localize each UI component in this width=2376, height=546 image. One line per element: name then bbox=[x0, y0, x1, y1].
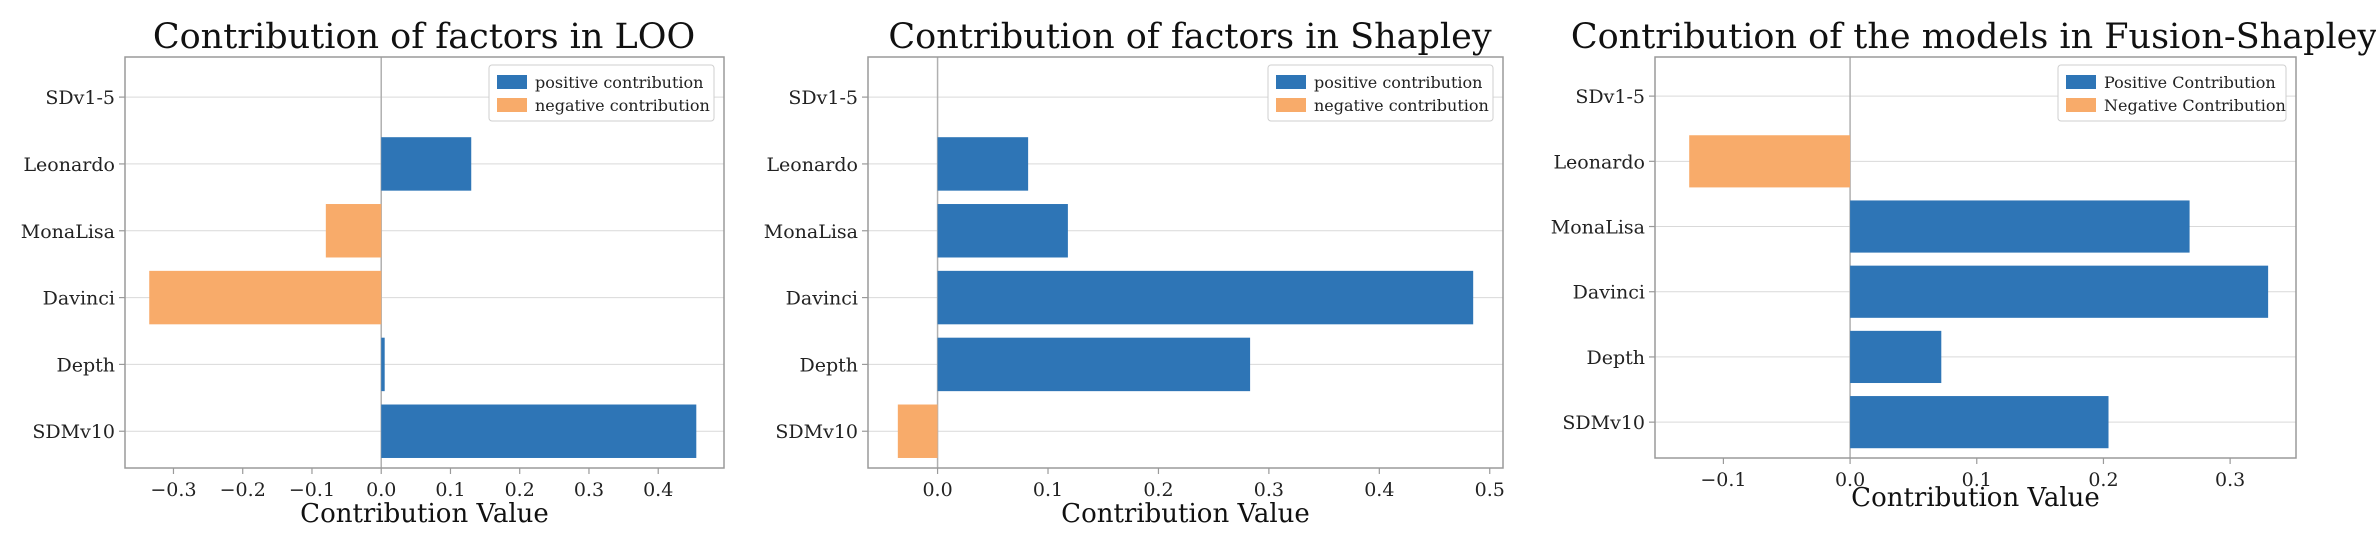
legend: positive contribution negative contributi… bbox=[1267, 64, 1494, 122]
y-tick-label: Depth bbox=[56, 354, 115, 376]
bar-monalisa bbox=[937, 204, 1068, 258]
x-tick-label: 0.0 bbox=[922, 479, 952, 501]
legend-label-positive: Positive Contribution bbox=[2104, 73, 2276, 92]
x-tick-label: 0.3 bbox=[1254, 479, 1284, 501]
legend-swatch-negative bbox=[1276, 98, 1306, 112]
legend-swatch-positive bbox=[497, 75, 527, 89]
chart-title: Contribution of factors in LOO bbox=[153, 17, 695, 57]
y-tick-label: SDv1-5 bbox=[45, 87, 115, 109]
bar-monalisa bbox=[325, 204, 382, 258]
chart-title: Contribution of factors in Shapley bbox=[888, 17, 1491, 57]
legend-swatch-negative bbox=[497, 98, 527, 112]
y-tick-label: SDMv10 bbox=[775, 421, 858, 443]
bar-leonardo bbox=[1689, 135, 1851, 188]
y-tick-label: Davinci bbox=[786, 288, 858, 310]
bar-monalisa bbox=[1850, 200, 2190, 253]
x-tick-label: 0.1 bbox=[1033, 479, 1063, 501]
x-tick-label: 0.4 bbox=[1364, 479, 1394, 501]
x-tick-label: 0.1 bbox=[1962, 469, 1992, 491]
y-tick-label: SDv1-5 bbox=[1575, 86, 1645, 108]
bar-davinci bbox=[1850, 265, 2269, 318]
y-tick-label: MonaLisa bbox=[1551, 217, 1645, 239]
y-tick-label: Leonardo bbox=[1553, 151, 1645, 173]
x-tick-label: −0.1 bbox=[1700, 469, 1746, 491]
bar-davinci bbox=[937, 270, 1474, 325]
y-tick-label: MonaLisa bbox=[21, 221, 115, 243]
legend-swatch-positive bbox=[2066, 75, 2096, 89]
y-tick-label: Leonardo bbox=[766, 154, 858, 176]
y-tick-label: MonaLisa bbox=[764, 221, 858, 243]
bar-sdmv10 bbox=[897, 404, 938, 458]
x-tick-label: 0.2 bbox=[2088, 469, 2118, 491]
legend-label-positive: positive contribution bbox=[1314, 73, 1482, 92]
x-axis-label: Contribution Value bbox=[1851, 483, 2100, 513]
legend-swatch-negative bbox=[2066, 98, 2096, 112]
y-tick-label: SDMv10 bbox=[32, 421, 115, 443]
x-tick-label: −0.2 bbox=[220, 479, 266, 501]
bar-davinci bbox=[149, 270, 382, 325]
legend-label-negative: negative contribution bbox=[1314, 96, 1489, 115]
x-tick-label: 0.2 bbox=[1143, 479, 1173, 501]
chart-title: Contribution of the models in Fusion-Sha… bbox=[1571, 17, 2376, 57]
x-axis-label: Contribution Value bbox=[1061, 499, 1310, 529]
bar-leonardo bbox=[381, 137, 472, 191]
chart-panel-3: Contribution of the models in Fusion-Sha… bbox=[1551, 17, 2376, 513]
plot-frame bbox=[867, 56, 1504, 469]
bar-leonardo bbox=[937, 137, 1029, 191]
y-tick-label: Davinci bbox=[43, 288, 115, 310]
x-tick-label: −0.3 bbox=[150, 479, 196, 501]
y-tick-label: Depth bbox=[799, 354, 858, 376]
x-tick-label: 0.3 bbox=[574, 479, 604, 501]
legend-label-negative: Negative Contribution bbox=[2104, 96, 2286, 115]
y-tick-label: Leonardo bbox=[23, 154, 115, 176]
chart-panel-1: Contribution of factors in LOO SDv1-5 Leon… bbox=[21, 17, 725, 529]
legend-box bbox=[1267, 64, 1494, 122]
x-tick-label: −0.1 bbox=[289, 479, 335, 501]
y-tick-label: SDMv10 bbox=[1562, 412, 1645, 434]
chart-panel-2: Contribution of factors in Shapley SDv1-5… bbox=[764, 17, 1505, 529]
legend: positive contribution negative contributi… bbox=[488, 64, 715, 122]
bar-depth bbox=[1850, 330, 1942, 384]
y-tick-label: Depth bbox=[1586, 347, 1645, 369]
x-tick-label: 0.4 bbox=[643, 479, 673, 501]
x-tick-label: 0.2 bbox=[505, 479, 535, 501]
x-tick-label: 0.0 bbox=[1835, 469, 1865, 491]
legend-label-negative: negative contribution bbox=[535, 96, 710, 115]
x-axis-label: Contribution Value bbox=[300, 499, 549, 529]
plot-frame bbox=[1654, 56, 2297, 459]
y-tick-label: Davinci bbox=[1573, 282, 1645, 304]
legend-label-positive: positive contribution bbox=[535, 73, 703, 92]
legend: Positive Contribution Negative Contributi… bbox=[2057, 64, 2287, 122]
bar-depth bbox=[937, 337, 1251, 392]
y-tick-label: SDv1-5 bbox=[788, 87, 858, 109]
x-tick-label: 0.0 bbox=[366, 479, 396, 501]
x-tick-label: 0.5 bbox=[1475, 479, 1505, 501]
legend-swatch-positive bbox=[1276, 75, 1306, 89]
legend-box bbox=[488, 64, 715, 122]
x-tick-label: 0.1 bbox=[435, 479, 465, 501]
x-tick-label: 0.3 bbox=[2215, 469, 2245, 491]
plot-frame bbox=[124, 56, 725, 469]
legend-box bbox=[2057, 64, 2287, 122]
bar-sdmv10 bbox=[381, 404, 697, 458]
bar-depth bbox=[381, 337, 385, 392]
bar-sdmv10 bbox=[1850, 396, 2109, 449]
